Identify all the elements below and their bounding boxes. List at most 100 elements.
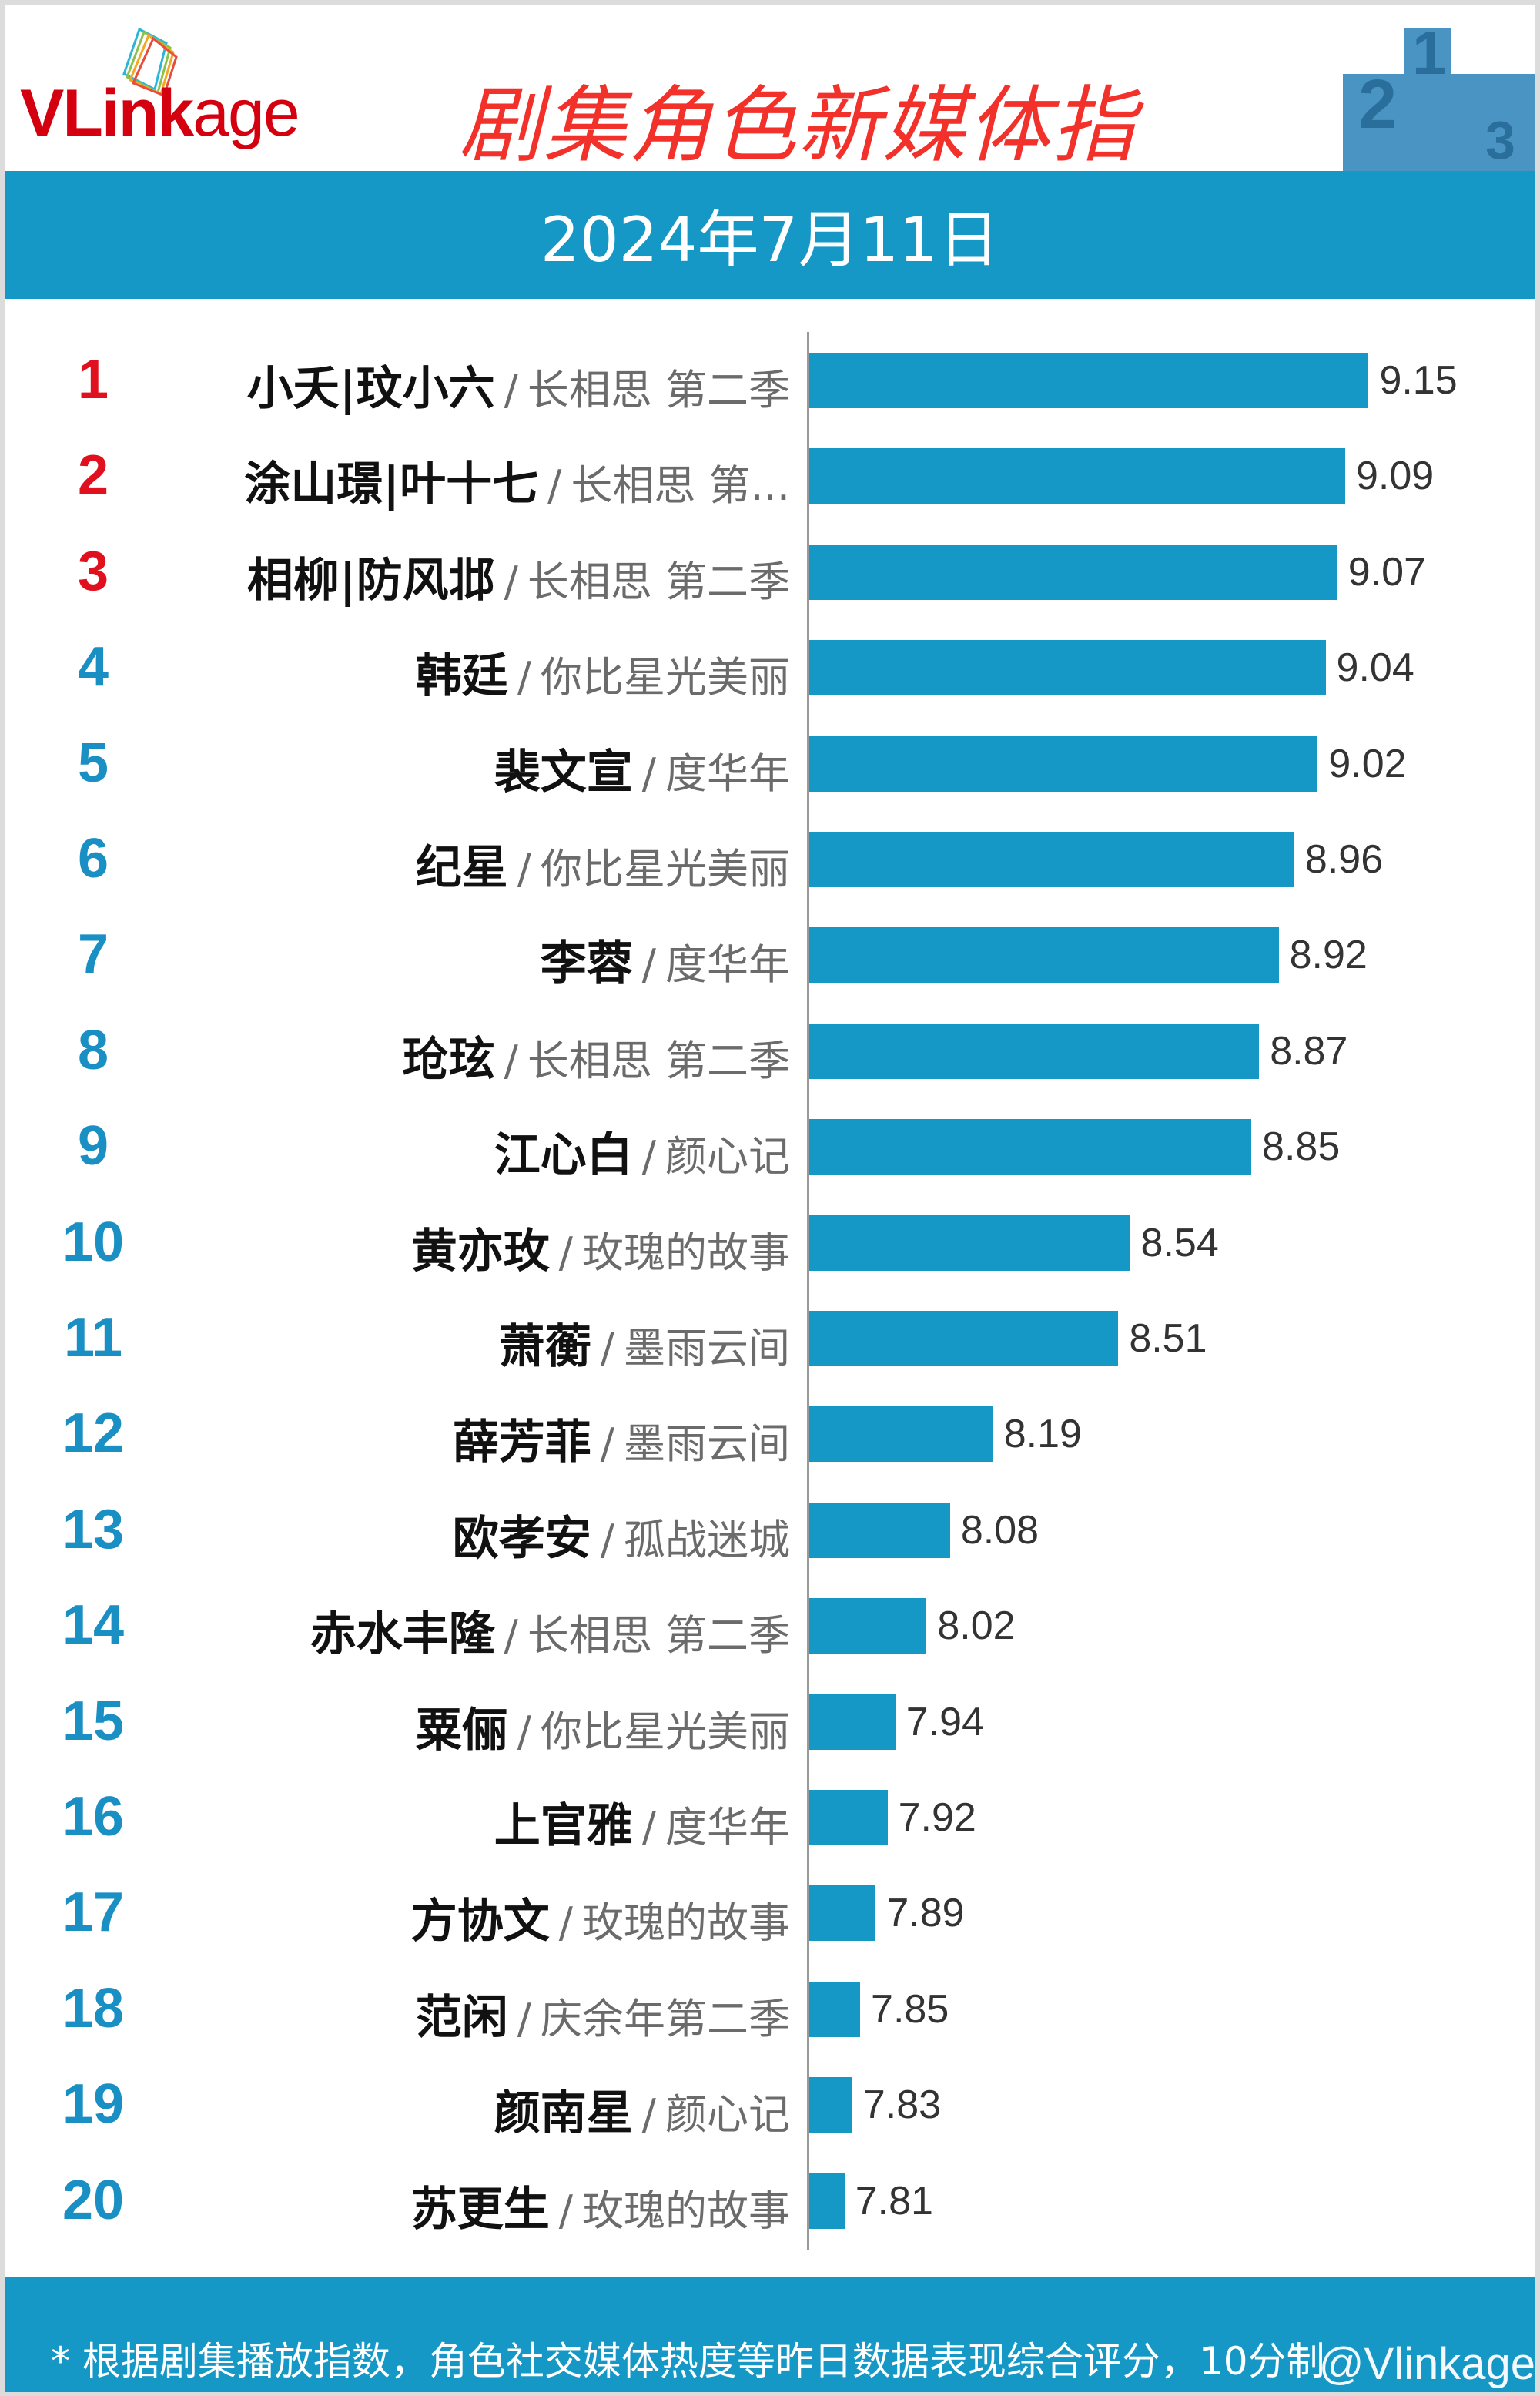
bar-value-label: 8.96 xyxy=(1304,837,1384,882)
show-title: 墨雨云间 xyxy=(624,1419,790,1469)
separator: / xyxy=(504,366,518,414)
bar xyxy=(809,1406,993,1463)
weibo-watermark: @Vlinkage xyxy=(1318,2339,1535,2389)
rank-number: 13 xyxy=(62,1498,125,1560)
chart-row: 10 黄亦玫 / 玫瑰的故事 8.54 xyxy=(5,1197,1535,1292)
chart-row: 15 粟俪 / 你比星光美丽 7.94 xyxy=(5,1676,1535,1771)
character-name: 小夭|玟小六 xyxy=(246,362,495,416)
show-title: 长相思 第二季 xyxy=(527,557,790,606)
rank-number: 3 xyxy=(77,540,109,602)
bar xyxy=(809,1790,888,1845)
rank-number: 11 xyxy=(63,1307,123,1369)
character-name: 范闲 xyxy=(415,1990,508,2045)
separator: / xyxy=(600,1419,614,1469)
rank-number: 1 xyxy=(77,349,109,411)
character-name: 黄亦玫 xyxy=(410,1224,550,1278)
show-title: 长相思 第二季 xyxy=(527,1611,790,1660)
character-name: 韩廷 xyxy=(415,649,508,704)
rank-number: 16 xyxy=(62,1786,125,1848)
character-name: 萧蘅 xyxy=(498,1320,591,1374)
show-title: 你比星光美丽 xyxy=(541,653,790,702)
rank-number: 10 xyxy=(62,1211,125,1273)
bar-value-label: 8.92 xyxy=(1289,933,1368,978)
row-label: 玱玹 / 长相思 第二季 xyxy=(403,1022,790,1089)
bar xyxy=(809,832,1294,887)
rank-number: 4 xyxy=(77,636,109,699)
row-label: 粟俪 / 你比星光美丽 xyxy=(416,1693,790,1760)
rank-number: 17 xyxy=(62,1882,125,1944)
row-label: 韩廷 / 你比星光美丽 xyxy=(416,638,790,705)
chart-row: 9 江心白 / 颜心记 8.85 xyxy=(5,1101,1535,1196)
svg-text:3: 3 xyxy=(1485,110,1515,170)
row-label: 李蓉 / 度华年 xyxy=(541,926,790,993)
bar-value-label: 9.15 xyxy=(1379,358,1458,403)
character-name: 相柳|防风邶 xyxy=(246,553,495,608)
bar-value-label: 7.94 xyxy=(906,1699,984,1744)
character-name: 李蓉 xyxy=(540,937,633,991)
separator: / xyxy=(558,1898,573,1948)
vlinkage-logo: VLinkage xyxy=(20,28,343,151)
row-label: 赤水丰隆 / 长相思 第二季 xyxy=(310,1597,790,1664)
character-name: 薛芳菲 xyxy=(452,1416,591,1470)
bar xyxy=(809,1598,927,1654)
chart-row: 5 裴文宣 / 度华年 9.02 xyxy=(5,718,1535,813)
bar xyxy=(809,544,1337,600)
row-label: 上官雅 / 度华年 xyxy=(494,1788,790,1855)
rank-number: 18 xyxy=(62,1977,125,2039)
bar-value-label: 9.07 xyxy=(1348,549,1427,595)
separator: / xyxy=(641,2090,656,2140)
rank-number: 8 xyxy=(77,1019,109,1081)
separator: / xyxy=(504,557,518,606)
separator: / xyxy=(517,653,531,702)
character-name: 颜南星 xyxy=(494,2086,633,2141)
chart-row: 20 苏更生 / 玫瑰的故事 7.81 xyxy=(5,2155,1535,2250)
show-title: 你比星光美丽 xyxy=(541,1707,790,1756)
rank-number: 2 xyxy=(77,444,109,507)
separator: / xyxy=(641,1132,656,1181)
chart-row: 1 小夭|玟小六 / 长相思 第二季 9.15 xyxy=(5,334,1535,430)
chart-row: 11 萧蘅 / 墨雨云间 8.51 xyxy=(5,1292,1535,1388)
show-title: 长相思 第二季 xyxy=(527,1036,790,1085)
chart-axis xyxy=(807,332,809,2250)
row-label: 苏更生 / 玫瑰的故事 xyxy=(411,2172,790,2239)
show-title: 庆余年第二季 xyxy=(541,1994,790,2043)
footnote: * 根据剧集播放指数，角色社交媒体热度等昨日数据表现综合评分，10分制 xyxy=(51,2339,1325,2384)
row-label: 颜南星 / 颜心记 xyxy=(494,2076,790,2143)
separator: / xyxy=(558,1228,573,1277)
svg-text:2: 2 xyxy=(1358,66,1397,143)
row-label: 相柳|防风邶 / 长相思 第二季 xyxy=(247,543,790,610)
row-label: 薛芳菲 / 墨雨云间 xyxy=(453,1405,790,1472)
rank-number: 15 xyxy=(62,1690,125,1752)
bar xyxy=(809,927,1279,984)
chart-row: 12 薛芳菲 / 墨雨云间 8.19 xyxy=(5,1388,1535,1483)
bar-value-label: 8.54 xyxy=(1140,1220,1219,1265)
chart-row: 3 相柳|防风邶 / 长相思 第二季 9.07 xyxy=(5,526,1535,622)
rank-number: 6 xyxy=(77,828,109,890)
page-title: 剧集角色新媒体指 xyxy=(459,78,1137,174)
rank-number: 7 xyxy=(77,923,109,986)
rank-number: 12 xyxy=(62,1402,125,1465)
rank-number: 14 xyxy=(62,1594,125,1657)
separator: / xyxy=(641,1803,656,1851)
character-name: 粟俪 xyxy=(415,1703,508,1758)
bar-value-label: 7.83 xyxy=(862,2083,942,2128)
separator: / xyxy=(504,1611,518,1660)
separator: / xyxy=(558,2186,573,2235)
show-title: 颜心记 xyxy=(665,1132,790,1181)
separator: / xyxy=(547,461,562,511)
chart-row: 7 李蓉 / 度华年 8.92 xyxy=(5,909,1535,1004)
show-title: 长相思 第... xyxy=(571,461,790,511)
chart-row: 17 方协文 / 玫瑰的故事 7.89 xyxy=(5,1867,1535,1962)
row-label: 欧孝安 / 孤战迷城 xyxy=(453,1501,790,1568)
separator: / xyxy=(641,749,656,798)
bar-value-label: 8.51 xyxy=(1129,1316,1207,1361)
podium-icon: 2 1 3 xyxy=(1343,28,1535,176)
bar-value-label: 8.08 xyxy=(960,1507,1040,1553)
rank-number: 5 xyxy=(77,732,109,794)
separator: / xyxy=(600,1515,614,1564)
page: VLinkage 剧集角色新媒体指 2 1 3 2024年7月11日 1 小夭|… xyxy=(5,5,1535,2392)
bar xyxy=(809,1215,1130,1271)
character-name: 上官雅 xyxy=(494,1799,633,1853)
row-label: 涂山璟|叶十七 / 长相思 第... xyxy=(244,447,790,514)
character-name: 裴文宣 xyxy=(494,745,633,799)
